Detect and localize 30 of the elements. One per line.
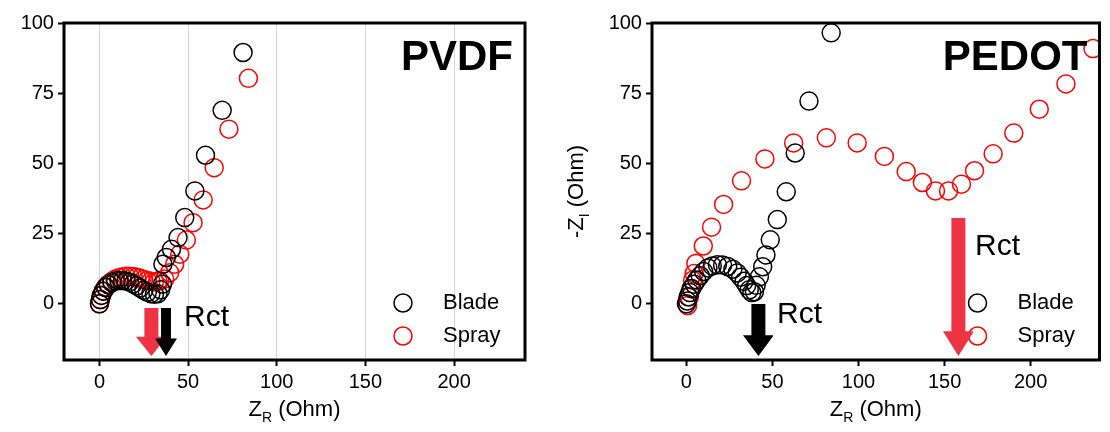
chart-title: PEDOT — [942, 31, 1088, 79]
x-tick-label: 50 — [761, 369, 784, 392]
y-axis-title: -ZI (Ohm) — [563, 144, 592, 239]
y-tick-label: 75 — [31, 80, 54, 103]
x-tick-label: 0 — [93, 369, 106, 392]
chart-title: PVDF — [400, 31, 513, 79]
x-tick-label: 50 — [176, 369, 200, 392]
legend-label: Spray — [443, 322, 501, 348]
x-tick-label: 100 — [260, 369, 294, 392]
y-tick-label: 100 — [608, 10, 642, 33]
legend-label: Spray — [1017, 322, 1075, 348]
x-tick-label: 0 — [680, 369, 692, 392]
y-tick-label: 50 — [619, 150, 642, 173]
x-tick-label: 150 — [348, 369, 383, 392]
y-tick-label: 25 — [619, 221, 642, 244]
annotation: Rct — [975, 228, 1021, 262]
x-tick-label: 200 — [437, 369, 471, 392]
x-tick-label: 150 — [927, 369, 962, 392]
y-tick-label: 0 — [42, 291, 54, 314]
y-tick-label: 0 — [630, 291, 642, 314]
legend-label: Blade — [443, 289, 500, 315]
y-tick-label: 50 — [31, 150, 54, 173]
legend-label: Blade — [1017, 289, 1074, 315]
x-tick-label: 200 — [1013, 369, 1048, 392]
y-tick-label: 100 — [20, 10, 54, 33]
y-tick-label: 25 — [31, 221, 54, 244]
y-tick-label: 75 — [619, 80, 642, 103]
annotation: Rct — [777, 296, 823, 330]
x-tick-label: 100 — [841, 369, 876, 392]
annotation: Rct — [184, 299, 230, 333]
